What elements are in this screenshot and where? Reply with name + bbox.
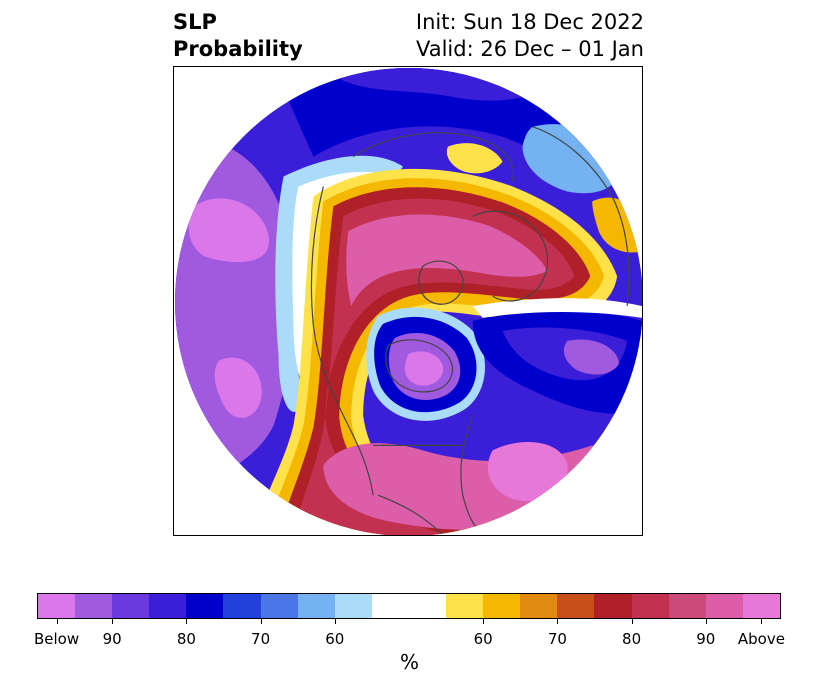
colorbar-tick-label: Below	[33, 630, 80, 648]
colorbar-segment	[371, 594, 447, 618]
field-above-magenta	[487, 441, 568, 502]
colorbar-segment	[223, 594, 261, 618]
colorbar-segment	[75, 594, 113, 618]
colorbar	[37, 593, 781, 619]
colorbar-tick-mark	[186, 619, 188, 624]
colorbar-tick-mark	[705, 619, 707, 624]
colorbar-segment	[38, 594, 76, 618]
probability-field	[174, 67, 642, 535]
colorbar-segment	[149, 594, 187, 618]
coast-asia	[532, 126, 630, 307]
colorbar-tick-mark	[631, 619, 633, 624]
colorbar-segment	[297, 594, 335, 618]
colorbar-tick-mark	[334, 619, 336, 624]
coast-europe	[472, 210, 549, 302]
colorbar-segment	[446, 594, 484, 618]
colorbar-tick-label: Above	[737, 630, 785, 648]
field-east-white	[472, 298, 642, 318]
colorbar-tick-label: 70	[251, 630, 271, 648]
coast-arctic	[352, 132, 515, 182]
colorbar-unit: %	[399, 650, 419, 674]
colorbar-tick-mark	[557, 619, 559, 624]
colorbar-ticks: Below 90 80 70 60 60 70 80 90 Above	[0, 626, 819, 648]
field-ne-yellow	[446, 143, 503, 174]
title-product: Probability	[173, 37, 303, 61]
colorbar-tick-label: 80	[622, 630, 642, 648]
colorbar-segment	[260, 594, 298, 618]
field-east-mid	[563, 339, 620, 375]
colorbar-segment	[705, 594, 743, 618]
title-right: Init: Sun 18 Dec 2022 Valid: 26 Dec – 01…	[416, 9, 644, 63]
coast-mexico	[377, 494, 444, 535]
map-panel	[173, 66, 643, 536]
field-pacific-below-core	[188, 198, 270, 263]
colorbar-tick-label: 90	[696, 630, 716, 648]
colorbar-segment	[334, 594, 372, 618]
title-variable: SLP	[173, 10, 217, 34]
coast-north-america-east	[460, 415, 484, 535]
colorbar-tick-mark	[761, 619, 763, 624]
colorbar-segment	[594, 594, 632, 618]
colorbar-segment	[112, 594, 150, 618]
colorbar-segment	[668, 594, 706, 618]
field-above-pink-north	[346, 214, 548, 306]
colorbar-segment	[631, 594, 669, 618]
probability-map	[174, 67, 642, 535]
coast-hudson	[385, 339, 453, 393]
colorbar-tick-mark	[56, 619, 58, 624]
colorbar-segment	[742, 594, 780, 618]
colorbar-tick-mark	[112, 619, 114, 624]
colorbar-tick-label: 60	[325, 630, 345, 648]
colorbar-tick-mark	[483, 619, 485, 624]
colorbar-segment	[557, 594, 595, 618]
coast-north-america-west	[310, 186, 374, 496]
title-left: SLP Probability	[173, 9, 303, 63]
valid-period: Valid: 26 Dec – 01 Jan	[415, 37, 644, 61]
colorbar-tick-label: 80	[176, 630, 196, 648]
coast-greenland	[418, 260, 464, 305]
field-above-rose	[291, 198, 642, 535]
colorbar-tick-label: 70	[547, 630, 567, 648]
colorbar-segment	[483, 594, 521, 618]
colorbar-segment	[520, 594, 558, 618]
colorbar-segment	[186, 594, 224, 618]
coastlines	[310, 126, 630, 535]
init-time: Init: Sun 18 Dec 2022	[415, 10, 644, 34]
colorbar-tick-mark	[260, 619, 262, 624]
colorbar-tick-label: 60	[473, 630, 493, 648]
colorbar-tick-label: 90	[102, 630, 122, 648]
field-pacific-below-core2	[214, 357, 262, 418]
field-central-core	[404, 351, 444, 386]
